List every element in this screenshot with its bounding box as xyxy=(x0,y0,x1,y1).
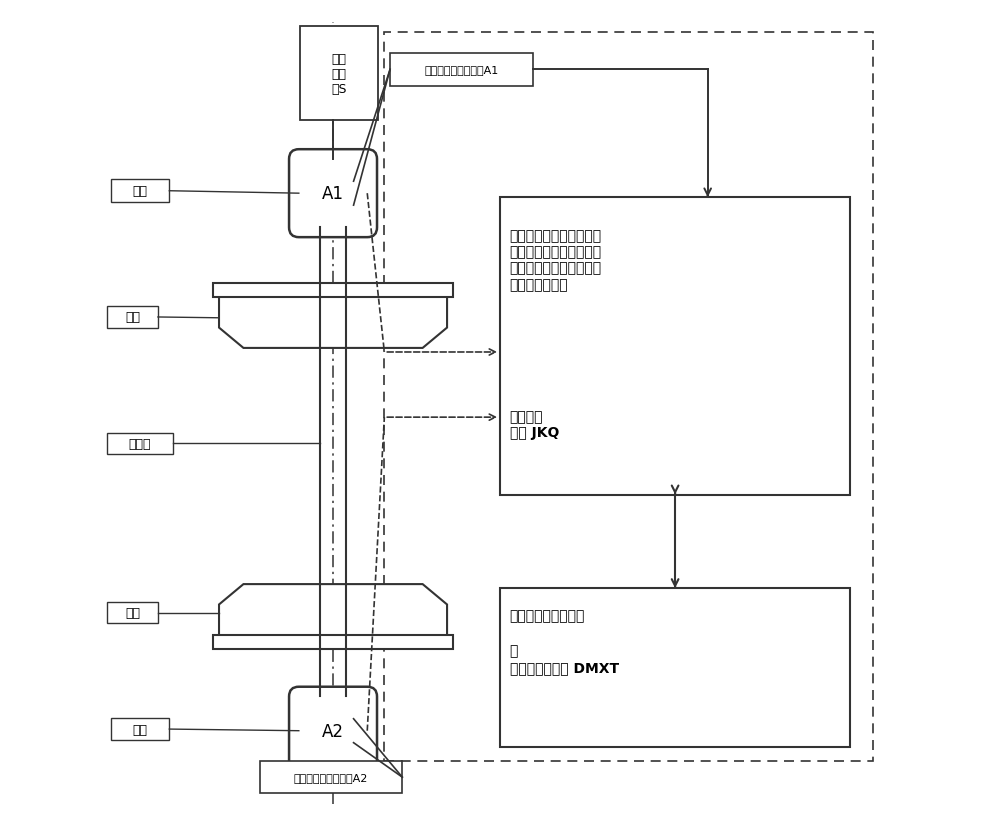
FancyBboxPatch shape xyxy=(289,687,377,775)
FancyBboxPatch shape xyxy=(289,150,377,238)
Text: 在线监控
装置 JKQ: 在线监控 装置 JKQ xyxy=(510,410,559,440)
FancyBboxPatch shape xyxy=(260,761,402,794)
Text: 车轮轴: 车轮轴 xyxy=(129,437,151,450)
Text: 转速跟踪并行采集振动、
冲击信号，和对应的加速
度和共振解调信号，以及
时钟序列信号的: 转速跟踪并行采集振动、 冲击信号，和对应的加速 度和共振解调信号，以及 时钟序列… xyxy=(510,229,602,292)
FancyBboxPatch shape xyxy=(107,307,158,328)
Text: A1: A1 xyxy=(322,185,344,203)
FancyBboxPatch shape xyxy=(111,180,169,203)
FancyBboxPatch shape xyxy=(111,717,169,740)
Text: 轴箱: 轴箱 xyxy=(133,722,148,735)
Text: 转速
传感
器S: 转速 传感 器S xyxy=(331,52,347,96)
Text: 波
磨地面分析系统 DMXT: 波 磨地面分析系统 DMXT xyxy=(510,644,619,674)
FancyBboxPatch shape xyxy=(390,54,533,87)
Text: 输出决策控制信息的: 输出决策控制信息的 xyxy=(510,609,585,622)
Text: A2: A2 xyxy=(322,722,344,740)
Polygon shape xyxy=(219,585,447,636)
FancyBboxPatch shape xyxy=(107,433,173,455)
FancyBboxPatch shape xyxy=(107,602,158,623)
Text: 振动冲击检测传感器A2: 振动冲击检测传感器A2 xyxy=(294,772,368,782)
Text: 振动冲击检测传感器A1: 振动冲击检测传感器A1 xyxy=(424,66,498,75)
Text: 轴箱: 轴箱 xyxy=(133,185,148,198)
FancyBboxPatch shape xyxy=(500,198,850,495)
Polygon shape xyxy=(213,283,453,297)
Polygon shape xyxy=(219,297,447,349)
FancyBboxPatch shape xyxy=(300,27,378,120)
Polygon shape xyxy=(213,636,453,649)
FancyBboxPatch shape xyxy=(500,589,850,747)
Text: 车轮: 车轮 xyxy=(125,606,140,619)
Text: 车轮: 车轮 xyxy=(125,311,140,324)
